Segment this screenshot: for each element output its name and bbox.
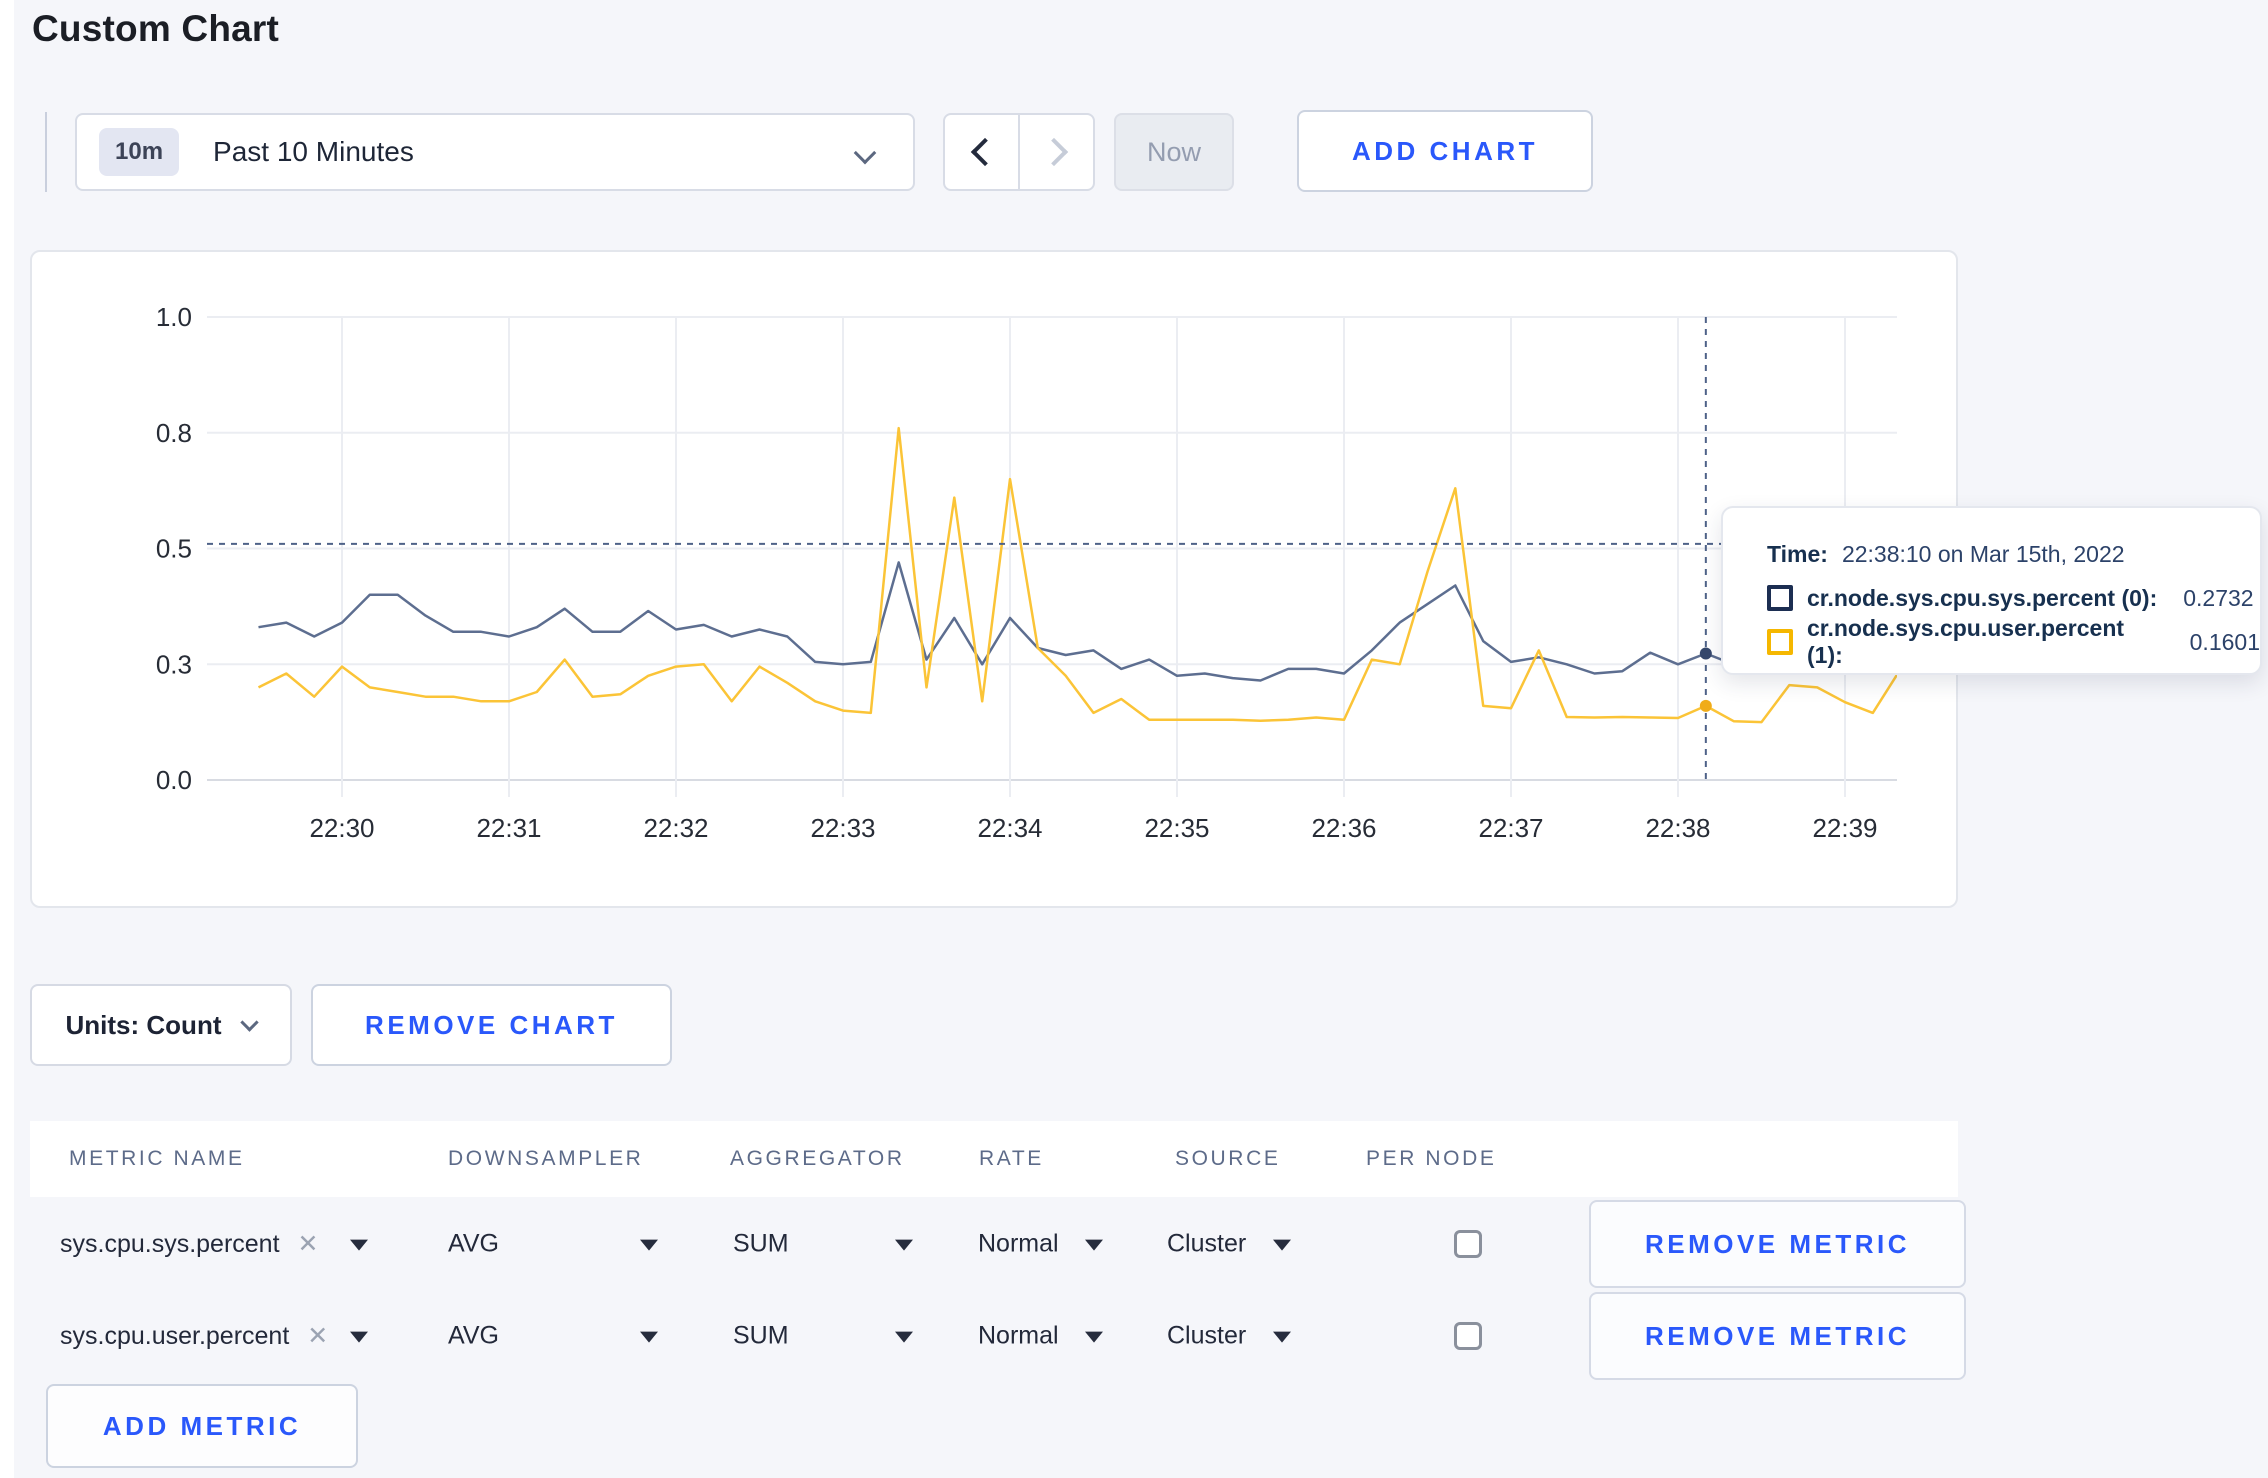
tooltip-time-value: 22:38:10 on Mar 15th, 2022 [1841, 540, 2125, 567]
metric-row: sys.cpu.user.percent ✕ AVG SUM Normal Clu… [30, 1290, 1966, 1382]
remove-metric-button[interactable]: REMOVE METRIC [1589, 1292, 1966, 1380]
toolbar-divider [45, 112, 47, 192]
header-source: SOURCE [1175, 1147, 1281, 1170]
chevron-down-icon [240, 1012, 260, 1032]
metric-name-dropdown[interactable]: sys.cpu.user.percent ✕ [60, 1321, 328, 1351]
header-per-node: PER NODE [1366, 1147, 1497, 1170]
units-dropdown[interactable]: Units: Count [30, 984, 292, 1066]
caret-down-icon[interactable] [895, 1239, 913, 1251]
chevron-left-icon [970, 137, 999, 167]
svg-text:1.0: 1.0 [156, 302, 192, 332]
chart-hover-tooltip: Time: 22:38:10 on Mar 15th, 2022 cr.node… [1721, 506, 2262, 675]
downsampler-select[interactable]: AVG [448, 1229, 499, 1258]
metric-name-label: sys.cpu.sys.percent [60, 1230, 280, 1258]
units-label: Units: Count [65, 1009, 222, 1040]
header-rate: RATE [979, 1147, 1044, 1170]
chart-card: 1.0 0.8 0.5 0.3 0.0 22:30 22:31 22:32 22:33 22:34… [30, 250, 1958, 908]
metric-name-label: sys.cpu.user.percent [60, 1322, 290, 1350]
rate-select[interactable]: Normal [978, 1321, 1059, 1350]
clear-metric-icon[interactable]: ✕ [307, 1322, 329, 1350]
tooltip-time-label: Time: [1767, 540, 1828, 567]
svg-text:22:36: 22:36 [1311, 813, 1376, 843]
svg-text:22:39: 22:39 [1812, 813, 1877, 843]
time-nav-group [943, 113, 1095, 191]
svg-text:22:31: 22:31 [476, 813, 541, 843]
per-node-checkbox[interactable] [1454, 1230, 1482, 1258]
caret-down-icon[interactable] [350, 1331, 368, 1343]
remove-metric-button[interactable]: REMOVE METRIC [1589, 1200, 1966, 1288]
aggregator-select[interactable]: SUM [733, 1321, 789, 1350]
remove-chart-button[interactable]: REMOVE CHART [311, 984, 672, 1066]
caret-down-icon[interactable] [1273, 1331, 1291, 1343]
caret-down-icon[interactable] [1085, 1331, 1103, 1343]
svg-text:0.8: 0.8 [156, 418, 192, 448]
svg-text:0.0: 0.0 [156, 765, 192, 795]
series-sys-legend-swatch-icon [1767, 585, 1793, 611]
svg-text:22:30: 22:30 [309, 813, 374, 843]
left-gutter [0, 0, 14, 1478]
caret-down-icon[interactable] [640, 1239, 658, 1251]
time-window-label: Past 10 Minutes [213, 136, 414, 167]
chevron-down-icon [853, 141, 877, 165]
metric-row: sys.cpu.sys.percent ✕ AVG SUM Normal Clus… [30, 1198, 1966, 1290]
tooltip-series-sys-label: cr.node.sys.cpu.sys.percent (0): [1807, 584, 2158, 611]
header-aggregator: AGGREGATOR [730, 1147, 905, 1170]
time-window-dropdown[interactable]: 10m Past 10 Minutes [75, 113, 915, 191]
svg-text:22:32: 22:32 [643, 813, 708, 843]
caret-down-icon[interactable] [895, 1331, 913, 1343]
aggregator-select[interactable]: SUM [733, 1229, 789, 1258]
metric-name-dropdown[interactable]: sys.cpu.sys.percent ✕ [60, 1229, 318, 1259]
time-forward-button[interactable] [1020, 115, 1093, 189]
caret-down-icon[interactable] [1085, 1239, 1103, 1251]
svg-text:0.5: 0.5 [156, 534, 192, 564]
svg-text:22:38: 22:38 [1645, 813, 1710, 843]
page-title: Custom Chart [32, 8, 280, 49]
clear-metric-icon[interactable]: ✕ [297, 1230, 319, 1258]
time-back-button[interactable] [945, 115, 1020, 189]
svg-text:22:34: 22:34 [977, 813, 1042, 843]
chevron-right-icon [1039, 137, 1068, 167]
tooltip-series-user-label: cr.node.sys.cpu.user.percent (1): [1807, 615, 2125, 668]
caret-down-icon[interactable] [1273, 1239, 1291, 1251]
per-node-checkbox[interactable] [1454, 1322, 1482, 1350]
now-button[interactable]: Now [1114, 113, 1234, 191]
svg-text:22:35: 22:35 [1144, 813, 1209, 843]
source-select[interactable]: Cluster [1167, 1321, 1247, 1350]
header-downsampler: DOWNSAMPLER [448, 1147, 644, 1170]
svg-text:22:33: 22:33 [810, 813, 875, 843]
caret-down-icon[interactable] [640, 1331, 658, 1343]
svg-text:22:37: 22:37 [1478, 813, 1543, 843]
tooltip-series-sys-value: 0.2732 [2183, 584, 2254, 611]
metrics-table-header: METRIC NAME DOWNSAMPLER AGGREGATOR RATE … [30, 1121, 1958, 1197]
add-chart-button[interactable]: ADD CHART [1297, 110, 1593, 192]
tooltip-series-user-value: 0.1601 [2189, 628, 2260, 655]
header-metric-name: METRIC NAME [69, 1147, 245, 1170]
time-window-badge: 10m [99, 128, 180, 176]
source-select[interactable]: Cluster [1167, 1229, 1247, 1258]
add-metric-button[interactable]: ADD METRIC [46, 1384, 358, 1468]
series-user-legend-swatch-icon [1767, 629, 1793, 655]
rate-select[interactable]: Normal [978, 1229, 1059, 1258]
caret-down-icon[interactable] [350, 1239, 368, 1251]
svg-text:0.3: 0.3 [156, 649, 192, 679]
downsampler-select[interactable]: AVG [448, 1321, 499, 1350]
timeseries-chart[interactable]: 1.0 0.8 0.5 0.3 0.0 22:30 22:31 22:32 22:33 22:34… [32, 252, 1956, 906]
